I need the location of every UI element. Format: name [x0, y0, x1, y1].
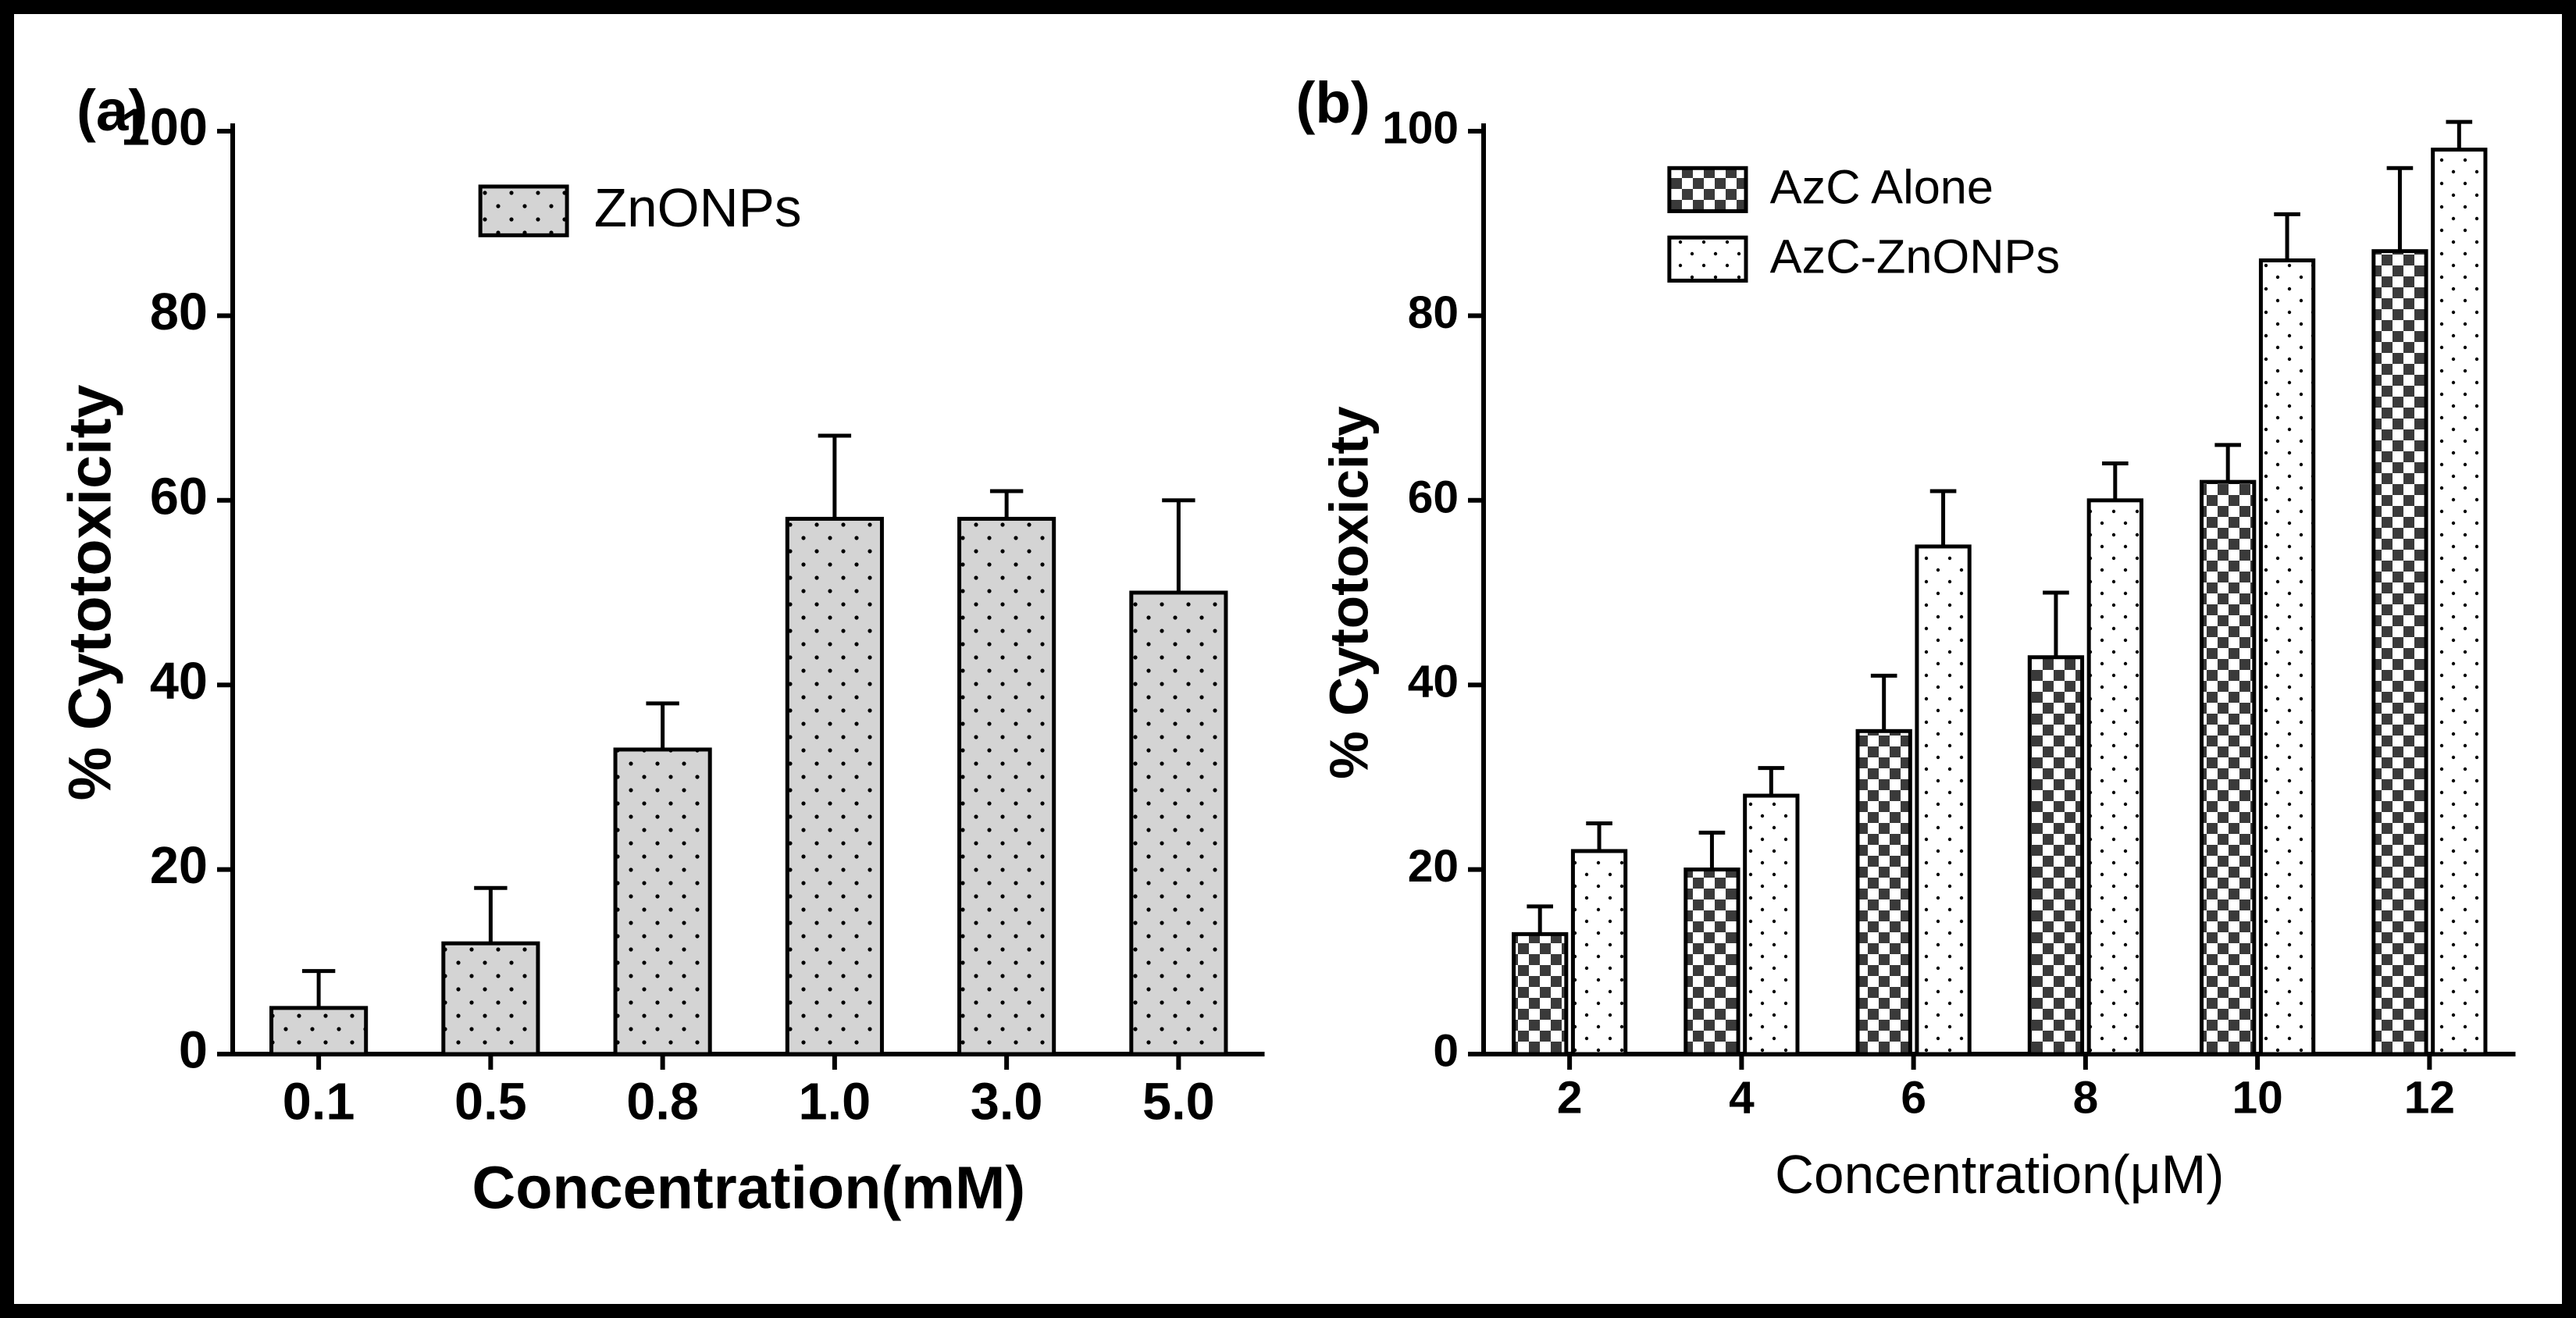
bar [1858, 731, 1910, 1054]
legend-label: AzC-ZnONPs [1769, 229, 2059, 283]
chart-b: 0 20 40 60 80 100 % Cytotoxicity 2 4 6 8 10 12 Concen… [1288, 14, 2563, 1304]
legend-swatch [1669, 237, 1745, 280]
bar [2089, 500, 2141, 1054]
x-tick-label: 6 [1901, 1073, 1926, 1124]
bar [2432, 150, 2485, 1054]
x-tick-label: 12 [2403, 1073, 2454, 1124]
figure-frame: (a) 020406080100% Cytotoxicity0.10.50.81… [0, 0, 2576, 1318]
x-axis-label: Concentration(μM) [1774, 1144, 2224, 1205]
x-tick-label: 2 [1556, 1073, 1582, 1124]
x-tick-label: 0.5 [454, 1073, 527, 1131]
y-tick-label: 40 [1407, 657, 1458, 707]
x-tick-label: 5.0 [1142, 1073, 1215, 1131]
bar [1131, 593, 1226, 1054]
bar [1744, 796, 1797, 1054]
y-tick-label: 100 [1382, 103, 1459, 154]
y-tick-label: 0 [1433, 1026, 1459, 1077]
legend-label: ZnONPs [594, 177, 802, 238]
bar [1513, 934, 1566, 1054]
bar [787, 518, 882, 1054]
y-axis-label: % Cytotoxicity [1318, 406, 1379, 779]
x-tick-label: 1.0 [799, 1073, 871, 1131]
x-axis-label: Concentration(mM) [472, 1155, 1025, 1222]
x-tick-label: 10 [2232, 1073, 2282, 1124]
x-tick-label: 4 [1729, 1073, 1755, 1124]
bar [960, 518, 1054, 1054]
panel-b: (b) 0 20 40 60 80 100 % Cytotoxicity 2 4 6 8 10 12 Co… [1288, 14, 2563, 1304]
y-tick-label: 80 [1407, 287, 1458, 338]
bar [444, 943, 538, 1054]
x-tick-label: 0.8 [626, 1073, 699, 1131]
bar [2029, 657, 2082, 1054]
y-tick-label: 20 [150, 837, 208, 895]
panel-b-label: (b) [1296, 69, 1370, 136]
y-tick-label: 60 [1407, 472, 1458, 522]
y-tick-label: 40 [150, 653, 208, 711]
legend-swatch [1669, 168, 1745, 211]
bar [2261, 260, 2313, 1054]
y-tick-label: 20 [1407, 841, 1458, 892]
panel-a: (a) 020406080100% Cytotoxicity0.10.50.81… [14, 14, 1288, 1304]
y-tick-label: 0 [179, 1022, 208, 1080]
panel-a-label: (a) [77, 77, 148, 144]
y-tick-label: 60 [150, 468, 208, 525]
bar [1685, 870, 1737, 1054]
legend-label: AzC Alone [1769, 160, 1993, 214]
bar [272, 1008, 366, 1054]
y-tick-label: 80 [150, 283, 208, 341]
bar [615, 750, 710, 1054]
bar [1916, 547, 1969, 1054]
bar [1573, 851, 1625, 1054]
bar [2373, 251, 2425, 1054]
x-tick-label: 0.1 [283, 1073, 355, 1131]
y-axis-label: % Cytotoxicity [56, 385, 123, 801]
x-tick-label: 3.0 [971, 1073, 1043, 1131]
bar [2201, 482, 2254, 1054]
chart-a: 020406080100% Cytotoxicity0.10.50.81.03.… [14, 14, 1288, 1304]
x-tick-label: 8 [2072, 1073, 2098, 1124]
legend-swatch [480, 187, 567, 235]
